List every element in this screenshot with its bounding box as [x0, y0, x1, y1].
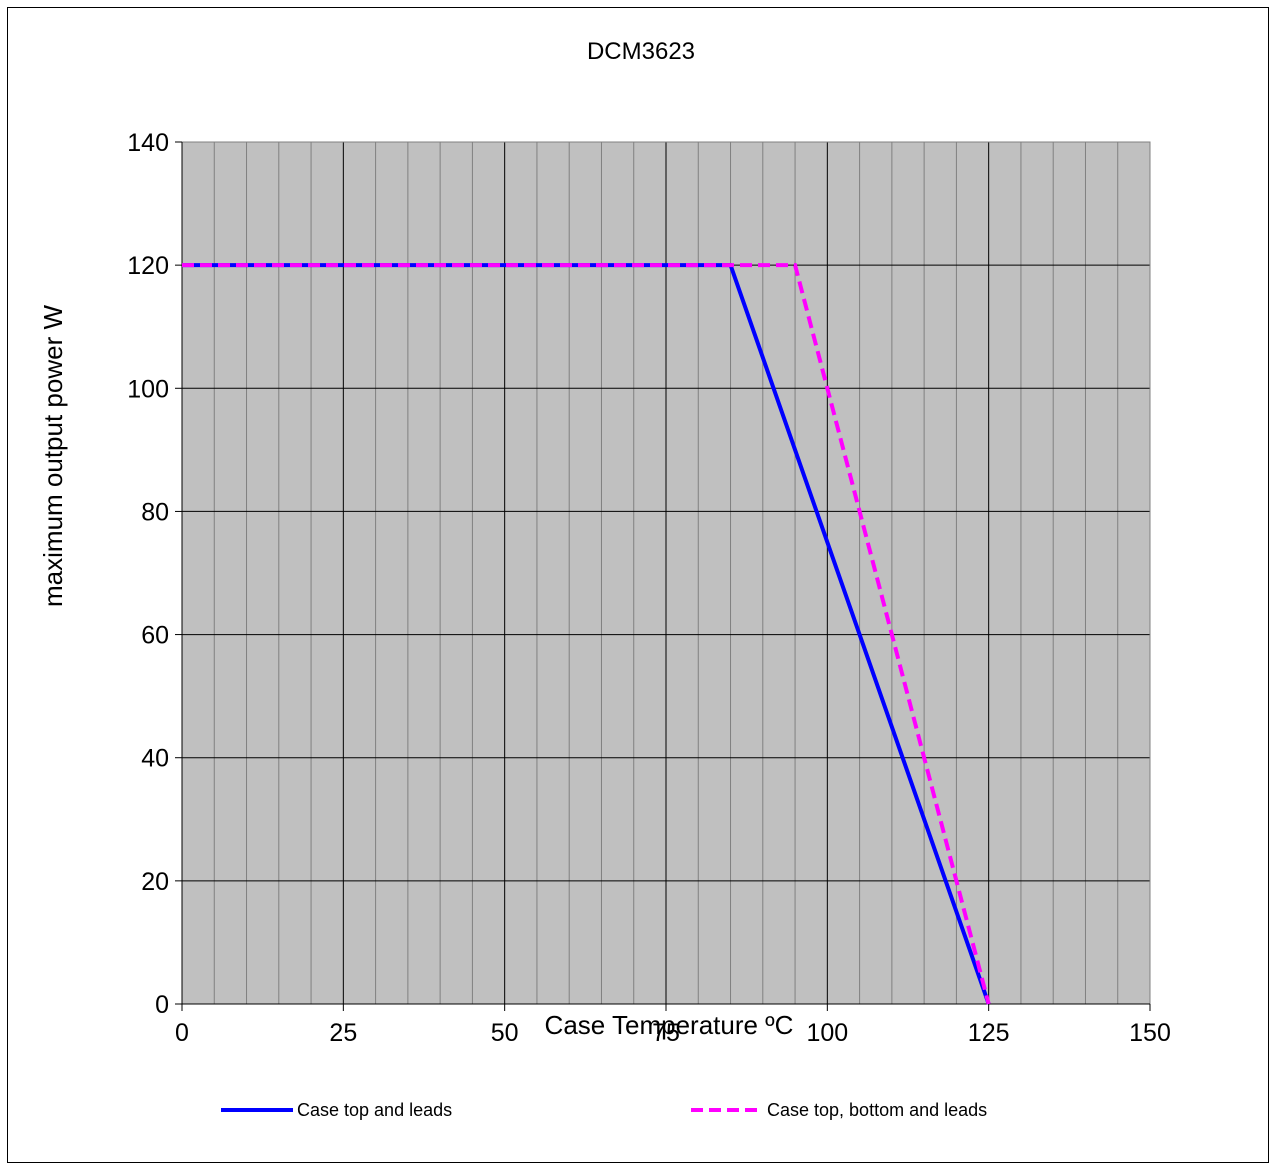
series-line-2: [182, 263, 991, 1005]
x-tick-label: 25: [329, 1019, 357, 1047]
series-lines: [182, 263, 991, 1005]
x-tick-label: 75: [652, 1019, 680, 1047]
x-tick-label: 0: [175, 1019, 189, 1047]
legend-label-1: Case top and leads: [297, 1100, 452, 1120]
y-tick-label: 0: [155, 991, 169, 1019]
legend-label-2: Case top, bottom and leads: [767, 1100, 987, 1120]
major-gridlines: [182, 142, 1150, 1004]
chart-frame: DCM3623 0 25 50 75 100 125 150 0 20 40 60 80 100 120 1…: [7, 7, 1269, 1163]
chart-title: DCM3623: [587, 38, 695, 65]
y-tick-label: 120: [127, 252, 169, 280]
y-tick-label: 140: [127, 129, 169, 157]
y-tick-label: 20: [141, 868, 169, 896]
y-tick-label: 100: [127, 375, 169, 403]
minor-gridlines: [213, 142, 1119, 1004]
y-axis-label: maximum output power W: [38, 305, 68, 607]
x-axis-label: Case Temperature ºC: [545, 1010, 794, 1040]
y-tick-label: 60: [141, 622, 169, 650]
x-tick-label: 100: [806, 1019, 848, 1047]
chart-svg: DCM3623 0 25 50 75 100 125 150 0 20 40 60 80 100 120 1…: [38, 38, 1171, 1120]
x-tick-label: 150: [1129, 1019, 1171, 1047]
x-tick-label: 50: [491, 1019, 519, 1047]
y-tick-label: 40: [141, 745, 169, 773]
x-tick-label: 125: [968, 1019, 1010, 1047]
y-tick-label: 80: [141, 498, 169, 526]
legend: Case top and leads Case top, bottom and l…: [221, 1100, 987, 1120]
